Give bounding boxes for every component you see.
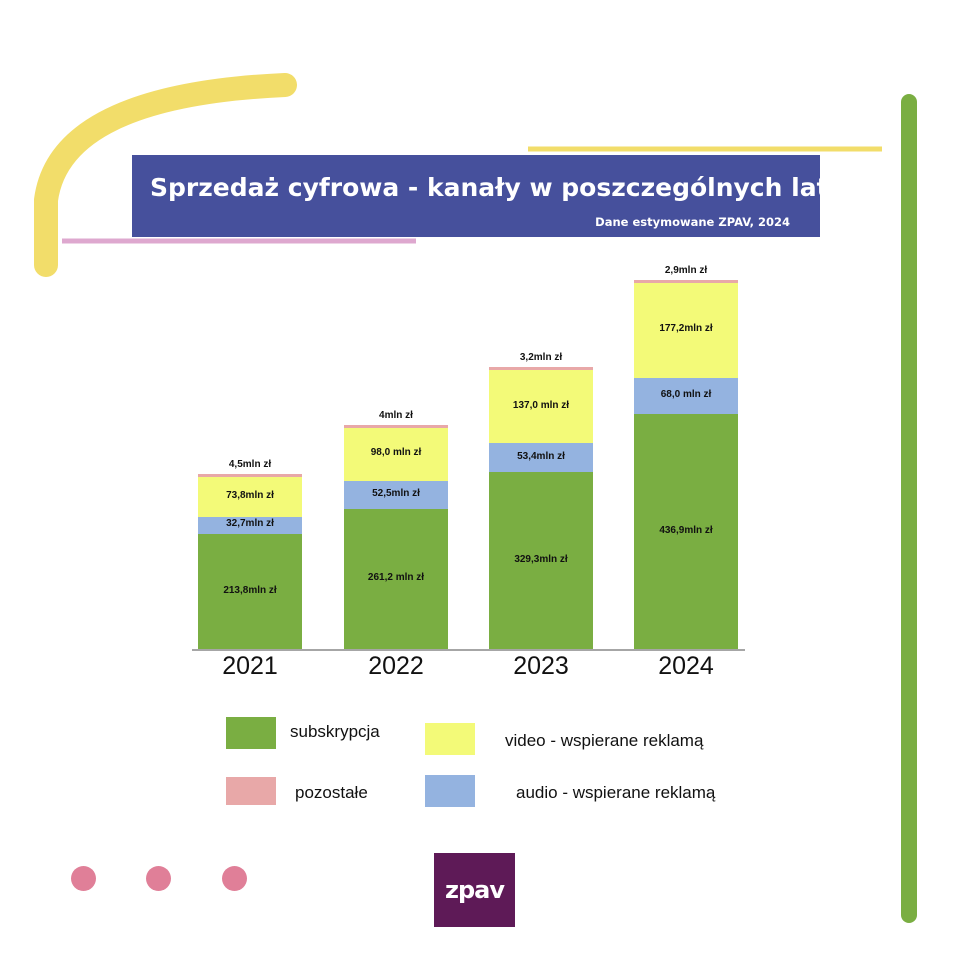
data-label-pozostale-2021: 4,5mln zł	[228, 459, 272, 471]
data-label-audio-2022: 52,5mln zł	[372, 487, 420, 499]
legend-label-video: video - wspierane reklamą	[505, 731, 704, 750]
logo-text: zpav	[445, 876, 505, 904]
bar-segment-audio-2024	[634, 377, 738, 415]
legend-label-pozostale: pozostałe	[295, 783, 368, 802]
bar-segment-pozostale-2021	[198, 474, 302, 477]
zpav-logo: zpav	[434, 853, 515, 927]
legend-swatch-subskrypcja	[226, 717, 276, 749]
chart-title: Sprzedaż cyfrowa - kanały w poszczególny…	[150, 173, 879, 202]
legend-swatch-pozostale	[226, 777, 276, 805]
data-label-subskrypcja-2023: 329,3mln zł	[514, 553, 568, 565]
x-tick-label: 2022	[368, 652, 424, 680]
data-label-subskrypcja-2024: 436,9mln zł	[659, 524, 713, 536]
data-label-audio-2024: 68,0 mln zł	[660, 389, 712, 401]
data-label-subskrypcja-2021: 213,8mln zł	[223, 584, 277, 596]
data-label-subskrypcja-2022: 261,2 mln zł	[367, 571, 425, 583]
bar-segment-audio-2021	[198, 516, 302, 535]
dot-decoration	[222, 866, 247, 891]
bar-segment-video-2024	[634, 282, 738, 378]
data-label-video-2024: 177,2mln zł	[659, 323, 713, 335]
bar-segment-pozostale-2023	[489, 367, 593, 370]
bar-segment-audio-2023	[489, 443, 593, 473]
dot-decoration	[146, 866, 171, 891]
data-label-pozostale-2023: 3,2mln zł	[519, 352, 563, 364]
legend-swatch-audio	[425, 775, 475, 807]
data-label-pozostale-2022: 4mln zł	[379, 410, 413, 422]
x-tick-label: 2024	[658, 652, 714, 680]
legend-swatch-video	[425, 723, 475, 755]
chart-subtitle: Dane estymowane ZPAV, 2024	[595, 215, 790, 229]
data-label-video-2023: 137,0 mln zł	[512, 399, 570, 411]
bar-segment-video-2021	[198, 476, 302, 517]
bar-segment-subskrypcja-2023	[489, 472, 593, 649]
legend-label-subskrypcja: subskrypcja	[290, 722, 380, 741]
x-tick-label: 2023	[513, 652, 569, 680]
bar-segment-audio-2022	[344, 480, 448, 509]
title-banner: Sprzedaż cyfrowa - kanały w poszczególny…	[132, 155, 878, 237]
bar-segment-subskrypcja-2021	[198, 534, 302, 649]
bar-segment-pozostale-2022	[344, 425, 448, 428]
legend-label-audio: audio - wspierane reklamą	[516, 783, 716, 802]
data-label-video-2022: 98,0 mln zł	[370, 447, 422, 459]
x-tick-label: 2021	[222, 652, 278, 680]
data-label-audio-2023: 53,4mln zł	[517, 450, 565, 462]
yellow-arc-decoration	[34, 73, 297, 277]
dot-decoration	[71, 866, 96, 891]
bar-segment-video-2022	[344, 427, 448, 481]
stacked-bar-chart: 213,8mln zł 32,7mln zł 73,8mln zł 4,5mln zł…	[198, 265, 738, 680]
data-label-video-2021: 73,8mln zł	[226, 489, 274, 501]
data-label-pozostale-2024: 2,9mln zł	[664, 265, 708, 277]
bar-segment-pozostale-2024	[634, 280, 738, 283]
data-label-audio-2021: 32,7mln zł	[226, 518, 274, 530]
bar-segment-subskrypcja-2024	[634, 414, 738, 649]
bar-segment-video-2023	[489, 369, 593, 444]
bar-segment-subskrypcja-2022	[344, 508, 448, 649]
